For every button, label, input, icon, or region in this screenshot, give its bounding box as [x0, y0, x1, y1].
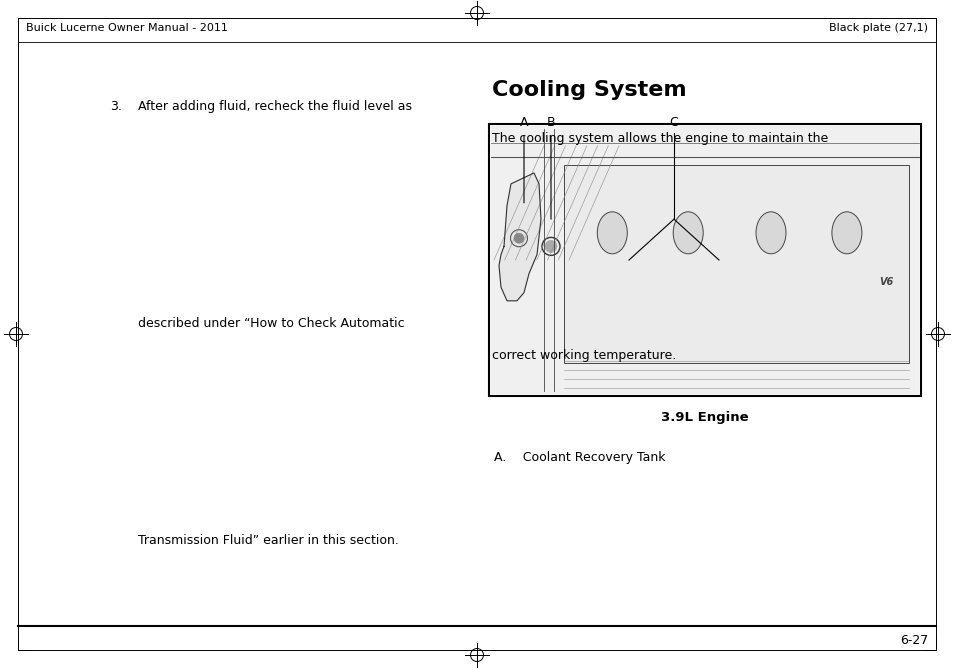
- Ellipse shape: [831, 212, 861, 254]
- Circle shape: [514, 233, 523, 243]
- Text: V6: V6: [878, 277, 892, 287]
- Text: After adding fluid, recheck the fluid level as: After adding fluid, recheck the fluid le…: [138, 100, 412, 113]
- Text: A: A: [519, 116, 528, 129]
- Text: Buick Lucerne Owner Manual - 2011: Buick Lucerne Owner Manual - 2011: [26, 23, 228, 33]
- Text: Black plate (27,1): Black plate (27,1): [828, 23, 927, 33]
- Text: B: B: [546, 116, 555, 129]
- Bar: [491, 126, 918, 394]
- Ellipse shape: [755, 212, 785, 254]
- Text: 6-27: 6-27: [899, 633, 927, 647]
- Text: Transmission Fluid” earlier in this section.: Transmission Fluid” earlier in this sect…: [138, 534, 398, 547]
- Circle shape: [544, 240, 557, 253]
- Text: Cooling System: Cooling System: [492, 80, 686, 100]
- Bar: [563, 165, 908, 363]
- Text: The cooling system allows the engine to maintain the: The cooling system allows the engine to …: [492, 132, 827, 145]
- Text: correct working temperature.: correct working temperature.: [492, 349, 676, 362]
- Ellipse shape: [597, 212, 627, 254]
- Ellipse shape: [673, 212, 702, 254]
- Polygon shape: [498, 173, 540, 301]
- Text: described under “How to Check Automatic: described under “How to Check Automatic: [138, 317, 404, 330]
- Text: 3.: 3.: [110, 100, 122, 113]
- Text: A.  Coolant Recovery Tank: A. Coolant Recovery Tank: [494, 451, 665, 464]
- Bar: [489, 124, 920, 396]
- Text: 3.9L Engine: 3.9L Engine: [660, 411, 748, 424]
- Text: C: C: [669, 116, 678, 129]
